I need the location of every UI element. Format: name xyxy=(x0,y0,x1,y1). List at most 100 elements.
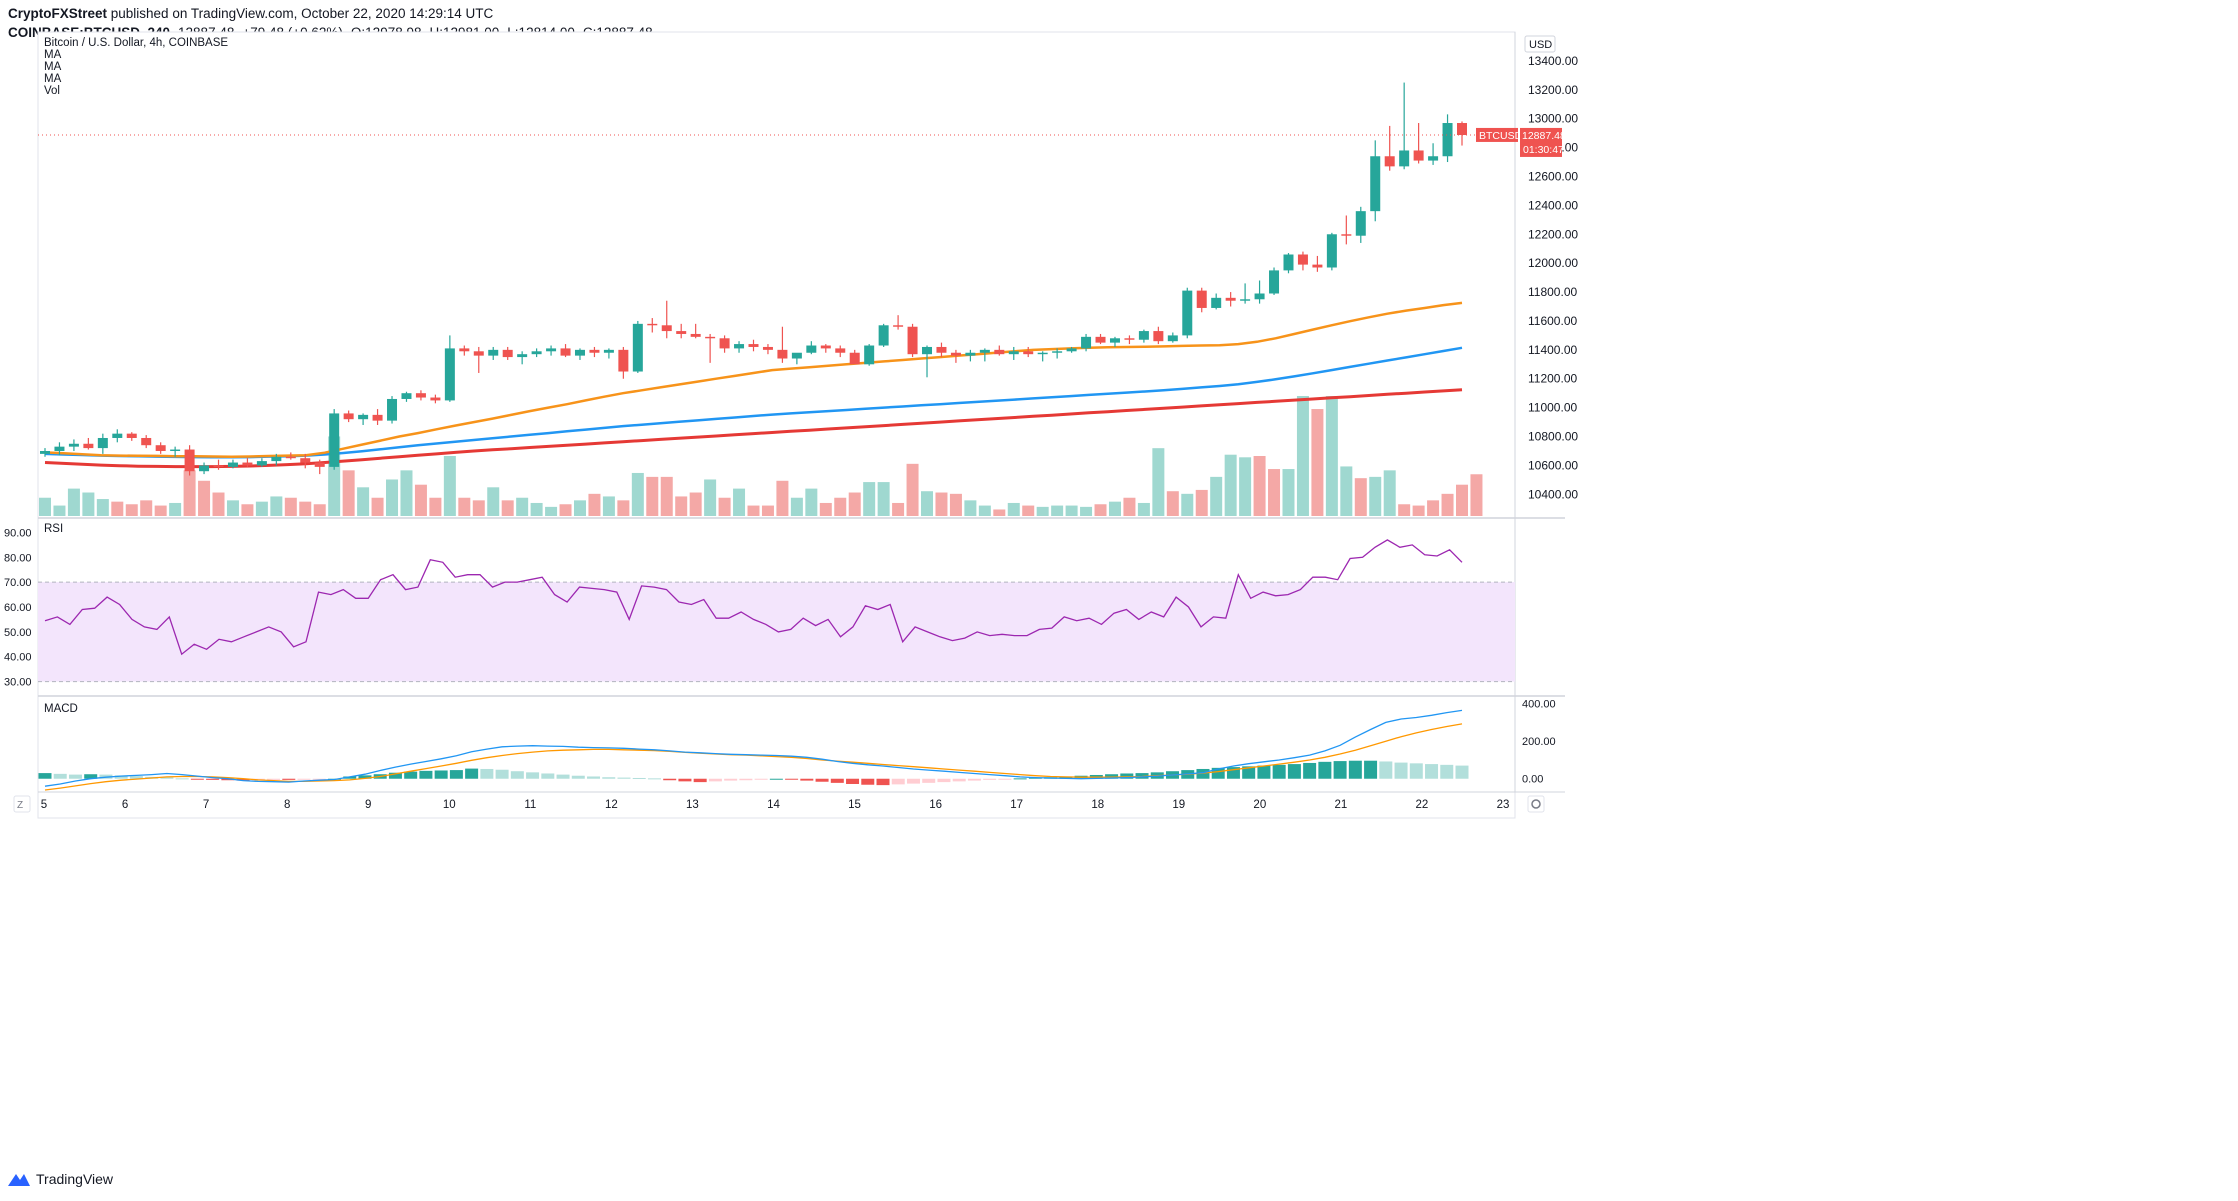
candle-body xyxy=(907,326,918,355)
candle-body xyxy=(632,323,643,372)
volume-bar xyxy=(400,470,413,516)
author-name[interactable]: CryptoFXStreet xyxy=(8,6,108,21)
macd-histogram-bar xyxy=(68,774,82,779)
macd-histogram-bar xyxy=(693,778,707,783)
legend-title: Bitcoin / U.S. Dollar, 4h, COINBASE xyxy=(44,37,228,49)
candle-body xyxy=(213,465,224,467)
candle-body xyxy=(791,352,802,359)
price-tick-label: 11000.00 xyxy=(1528,401,1577,415)
volume-bar xyxy=(67,488,80,516)
candle-body xyxy=(430,397,441,401)
macd-histogram-bar xyxy=(1287,764,1301,779)
volume-bar xyxy=(733,488,746,516)
candle-body xyxy=(922,346,933,355)
volume-bar xyxy=(472,500,485,516)
candle-body xyxy=(965,352,976,356)
volume-bar xyxy=(978,505,991,516)
volume-bar xyxy=(111,501,124,516)
macd-histogram-bar xyxy=(1455,765,1469,779)
macd-histogram-bar xyxy=(1120,773,1134,779)
currency-badge xyxy=(1524,35,1556,53)
price-tick-label: 13200.00 xyxy=(1528,83,1578,97)
volume-bar xyxy=(284,497,297,516)
macd-histogram-bar xyxy=(846,778,860,784)
volume-bar xyxy=(183,470,196,516)
volume-bar xyxy=(718,497,731,516)
volume-bar xyxy=(241,504,254,516)
candle-body xyxy=(112,433,123,438)
volume-bar xyxy=(1036,506,1049,516)
candle-body xyxy=(734,344,745,349)
macd-histogram-bar xyxy=(129,776,143,779)
symbol-tag-label: BTCUSD xyxy=(1479,130,1523,142)
macd-histogram-bar xyxy=(160,777,174,779)
volume-bar xyxy=(140,500,153,516)
candle-body xyxy=(1413,150,1424,161)
volume-bar xyxy=(1022,505,1035,516)
volume-bar xyxy=(39,497,51,516)
volume-bar xyxy=(371,497,384,516)
volume-bar xyxy=(964,500,977,516)
volume-bar xyxy=(1239,457,1252,516)
volume-bar xyxy=(559,504,572,516)
macd-histogram-bar xyxy=(1379,761,1393,779)
macd-histogram-bar xyxy=(53,773,67,779)
tradingview-brand[interactable]: TradingView xyxy=(8,1171,113,1187)
candle-body xyxy=(502,349,513,358)
volume-bar xyxy=(1051,505,1064,516)
time-tick-label: 17 xyxy=(1010,799,1023,811)
volume-bar xyxy=(270,496,283,516)
volume-bar xyxy=(1456,484,1468,516)
macd-histogram-bar xyxy=(38,773,52,779)
volume-bar xyxy=(1427,500,1440,516)
candle-body xyxy=(1370,156,1381,212)
candle-body xyxy=(285,456,296,459)
time-tick-label: 11 xyxy=(524,799,536,811)
candle-body xyxy=(1066,348,1077,352)
currency-label: USD xyxy=(1529,39,1552,51)
candle-body xyxy=(1095,336,1106,343)
macd-histogram-bar xyxy=(861,778,875,785)
macd-histogram-bar xyxy=(480,768,494,779)
time-tick-label: 5 xyxy=(41,799,47,811)
macd-histogram-bar xyxy=(937,778,951,783)
macd-histogram-bar xyxy=(587,776,601,779)
volume-bar xyxy=(458,497,471,516)
candle-body xyxy=(1254,293,1265,300)
volume-bar xyxy=(949,493,962,516)
candle-body xyxy=(1297,254,1308,265)
candle-body xyxy=(1124,338,1135,340)
volume-bar xyxy=(1108,501,1121,516)
rsi-label: RSI xyxy=(44,523,63,535)
legend-item: MA xyxy=(44,49,62,61)
macd-histogram-bar xyxy=(175,778,189,780)
time-tick-label: 22 xyxy=(1416,799,1429,811)
time-tick-label: 8 xyxy=(284,799,290,811)
rsi-tick-label: 80.00 xyxy=(4,552,32,564)
volume-bar xyxy=(501,500,514,516)
candle-body xyxy=(242,462,253,466)
volume-bar xyxy=(892,502,905,516)
price-tick-label: 12200.00 xyxy=(1528,227,1578,241)
rsi-tick-label: 50.00 xyxy=(4,627,32,639)
candle-body xyxy=(560,348,571,356)
volume-bar xyxy=(1123,497,1136,516)
macd-histogram-bar xyxy=(1013,778,1027,780)
macd-histogram-bar xyxy=(84,774,98,779)
time-tick-label: 12 xyxy=(605,799,618,811)
brand-name: TradingView xyxy=(36,1171,114,1187)
macd-histogram-bar xyxy=(876,778,890,786)
rsi-band xyxy=(38,582,1515,682)
volume-bar xyxy=(545,506,558,516)
price-tick-label: 13000.00 xyxy=(1528,112,1578,126)
price-tag xyxy=(1520,127,1562,157)
macd-histogram-bar xyxy=(815,778,829,782)
volume-bar xyxy=(921,491,934,516)
macd-histogram-bar xyxy=(1348,760,1362,779)
volume-bar xyxy=(530,502,543,516)
volume-bar xyxy=(1282,469,1295,516)
candle-body xyxy=(473,351,484,356)
macd-histogram-bar xyxy=(206,778,220,780)
volume-bar xyxy=(443,456,456,516)
